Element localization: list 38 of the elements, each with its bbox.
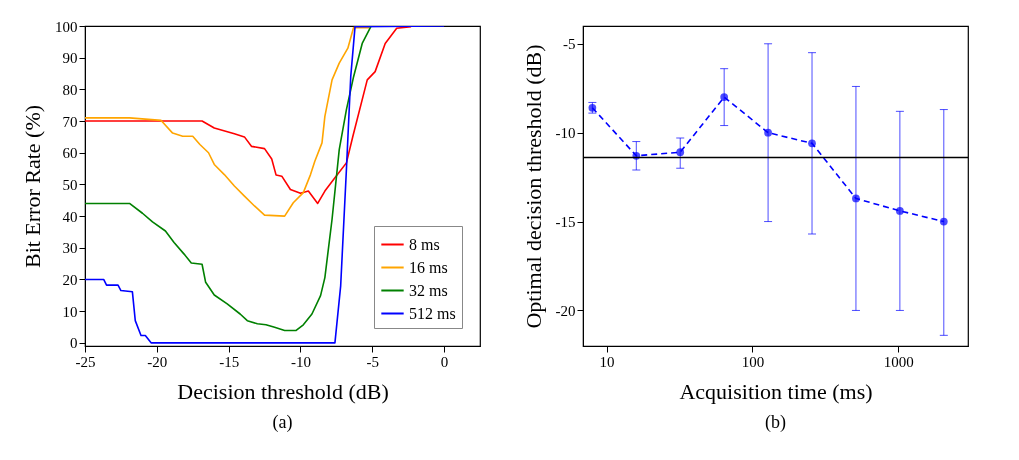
y-tick-label: 80	[62, 81, 78, 98]
x-tick-label: 10	[599, 353, 615, 370]
y-tick-label: 50	[62, 176, 78, 193]
legend-label: 512 ms	[409, 304, 456, 322]
y-tick-label: 70	[62, 113, 78, 130]
y-tick-label: 10	[62, 303, 78, 320]
point	[720, 93, 729, 101]
y-tick-label: -15	[555, 214, 576, 231]
y-tick-label: -20	[555, 302, 576, 319]
text: (a)	[272, 412, 293, 433]
line-series	[85, 26, 371, 217]
x-tick-label: -5	[366, 353, 380, 370]
y-tick-label: 90	[62, 50, 78, 67]
legend-label: 16 ms	[409, 258, 448, 276]
x-tick-label: -25	[75, 353, 96, 370]
y-tick-label: 30	[62, 240, 78, 257]
y-tick-label: 40	[62, 208, 78, 225]
x-tick-label: 0	[440, 353, 449, 370]
y-tick-label: 60	[62, 145, 78, 162]
text: (b)	[765, 412, 786, 433]
y-tick-label: 0	[70, 335, 78, 352]
x-tick-label: 100	[741, 353, 765, 370]
line-series	[85, 26, 372, 332]
y-tick-label: -10	[555, 125, 576, 142]
x-tick-label: -20	[147, 353, 168, 370]
x-axis-title: Decision threshold (dB)	[177, 378, 389, 404]
y-tick-label: 100	[55, 18, 78, 35]
line-series	[85, 26, 412, 205]
legend-label: 8 ms	[409, 235, 440, 253]
legend-label: 32 ms	[409, 281, 448, 299]
x-tick-label: -10	[290, 353, 311, 370]
x-tick-label: -15	[219, 353, 240, 370]
x-tick-label: 1000	[883, 353, 914, 370]
y-axis-title: Optimal decision threshold (dB)	[520, 44, 546, 329]
y-tick-label: 20	[62, 271, 78, 288]
y-tick-label: -5	[563, 36, 576, 53]
x-axis-title: Acquisition time (ms)	[679, 378, 873, 404]
y-axis-title: Bit Error Rate (%)	[20, 104, 45, 269]
